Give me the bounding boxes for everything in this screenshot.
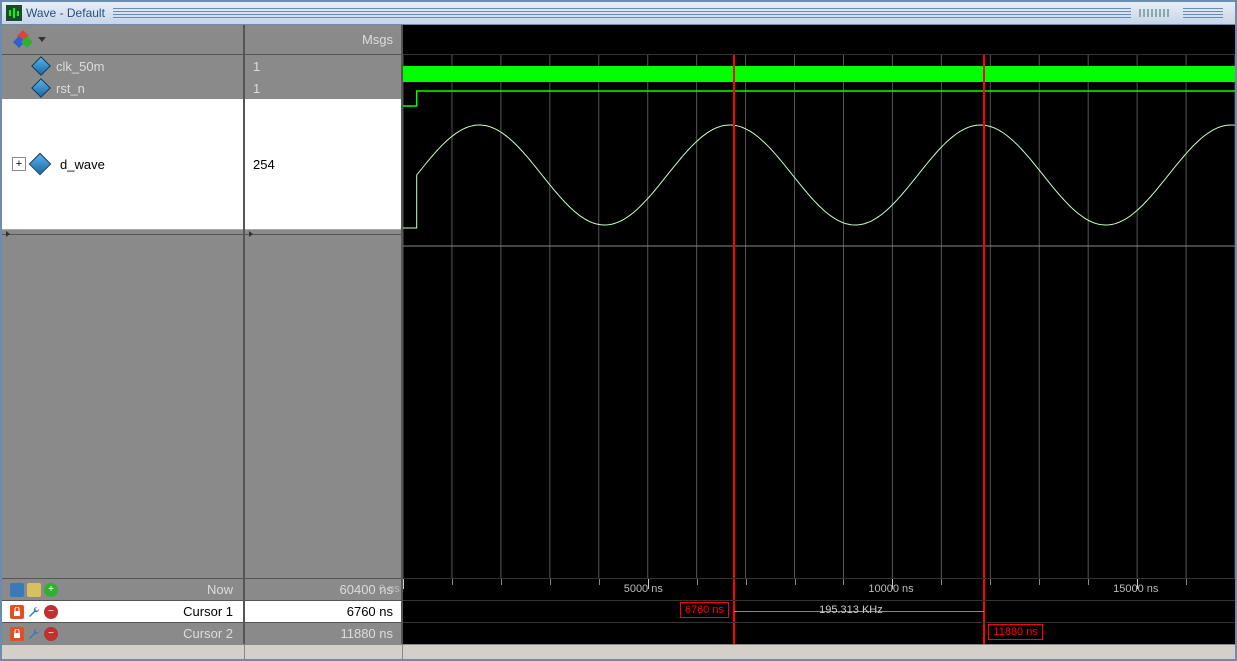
ruler-label: 5000 ns — [624, 583, 663, 595]
cursor-tag[interactable]: 11880 ns — [988, 624, 1042, 640]
value-row[interactable]: 254 — [245, 99, 401, 229]
diamond-multi-icon — [12, 29, 34, 51]
cursor2-value: 11880 ns — [340, 626, 393, 641]
cursor2-row[interactable]: − Cursor 2 — [2, 622, 243, 644]
signal-value: 254 — [253, 157, 275, 172]
cursor-tag[interactable]: 6760 ns — [680, 602, 729, 618]
msgs-label: Msgs — [362, 32, 393, 47]
signal-row-rst[interactable]: rst_n — [2, 77, 243, 99]
ruler-label: 0 ns — [379, 583, 400, 595]
now-row: + Now — [2, 578, 243, 600]
wave-window: Wave - Default clk_50m — [0, 0, 1237, 661]
value-row[interactable]: 1 — [245, 55, 401, 77]
row-divider[interactable] — [2, 229, 243, 235]
wave-header — [403, 25, 1235, 55]
cursor2-value-cell[interactable]: 11880 ns — [245, 622, 401, 644]
wrench-icon[interactable] — [27, 627, 41, 641]
wrench-icon[interactable] — [27, 605, 41, 619]
cursor1-row[interactable]: − Cursor 1 — [2, 600, 243, 622]
waveform-svg — [403, 55, 1235, 578]
row-divider[interactable] — [245, 229, 401, 235]
signal-name: clk_50m — [56, 59, 104, 74]
time-ruler[interactable]: 0 ns5000 ns10000 ns15000 ns — [403, 578, 1235, 600]
name-filler — [2, 235, 243, 578]
cursor1-value-cell[interactable]: 6760 ns — [245, 600, 401, 622]
cursor-line[interactable] — [983, 55, 985, 578]
cursor-tag-row-1: 6760 ns 195.313 KHz — [403, 600, 1235, 622]
ruler-label: 10000 ns — [868, 583, 913, 595]
now-label: Now — [207, 582, 233, 597]
diamond-icon — [29, 153, 52, 176]
value-footer: 60400 ns 6760 ns 11880 ns — [245, 578, 401, 644]
waveform-area[interactable] — [403, 55, 1235, 578]
remove-icon[interactable]: − — [44, 605, 58, 619]
signal-name: d_wave — [60, 157, 105, 172]
name-header — [2, 25, 243, 55]
cursor2-label: Cursor 2 — [183, 626, 233, 641]
remove-icon[interactable]: − — [44, 627, 58, 641]
ruler-label: 15000 ns — [1113, 583, 1158, 595]
signal-row-dwave[interactable]: + d_wave — [2, 99, 243, 229]
cursor-tag-row-2: 11880 ns — [403, 622, 1235, 644]
window-title: Wave - Default — [26, 6, 105, 20]
lock-icon[interactable] — [10, 627, 24, 641]
expand-button[interactable]: + — [12, 157, 26, 171]
chevron-down-icon — [38, 37, 46, 42]
cursor-delta-label: 195.313 KHz — [819, 604, 883, 616]
diamond-icon — [31, 78, 51, 98]
diamond-icon — [31, 56, 51, 76]
waveform-column: 0 ns5000 ns10000 ns15000 ns 6760 ns195.3… — [403, 25, 1235, 644]
value-filler — [245, 235, 401, 578]
bottom-scrollbar[interactable] — [2, 644, 1235, 659]
name-footer: + Now − Cursor 1 — [2, 578, 243, 644]
body: clk_50m rst_n + d_wave + — [2, 25, 1235, 644]
signal-value: 1 — [253, 59, 260, 74]
lock-icon[interactable] — [10, 605, 24, 619]
signal-row-clk[interactable]: clk_50m — [2, 55, 243, 77]
titlebar-ridges — [113, 8, 1131, 18]
titlebar[interactable]: Wave - Default — [2, 2, 1235, 25]
cursor1-value: 6760 ns — [347, 604, 393, 619]
value-row[interactable]: 1 — [245, 77, 401, 99]
now-value-cell: 60400 ns — [245, 578, 401, 600]
signal-name: rst_n — [56, 81, 85, 96]
cursor-line[interactable] — [733, 55, 735, 578]
add-icon[interactable]: + — [44, 583, 58, 597]
signal-name-column: clk_50m rst_n + d_wave + — [2, 25, 245, 644]
titlebar-grip[interactable] — [1139, 9, 1169, 17]
app-icon — [6, 5, 22, 21]
signal-value: 1 — [253, 81, 260, 96]
value-header: Msgs — [245, 25, 401, 55]
cursor1-label: Cursor 1 — [183, 604, 233, 619]
footer-icon[interactable] — [10, 583, 24, 597]
signal-value-column: Msgs 1 1 254 60400 ns 6760 ns 11880 ns — [245, 25, 403, 644]
view-mode-button[interactable] — [12, 29, 46, 51]
footer-icon[interactable] — [27, 583, 41, 597]
titlebar-ridges-right — [1183, 8, 1223, 18]
